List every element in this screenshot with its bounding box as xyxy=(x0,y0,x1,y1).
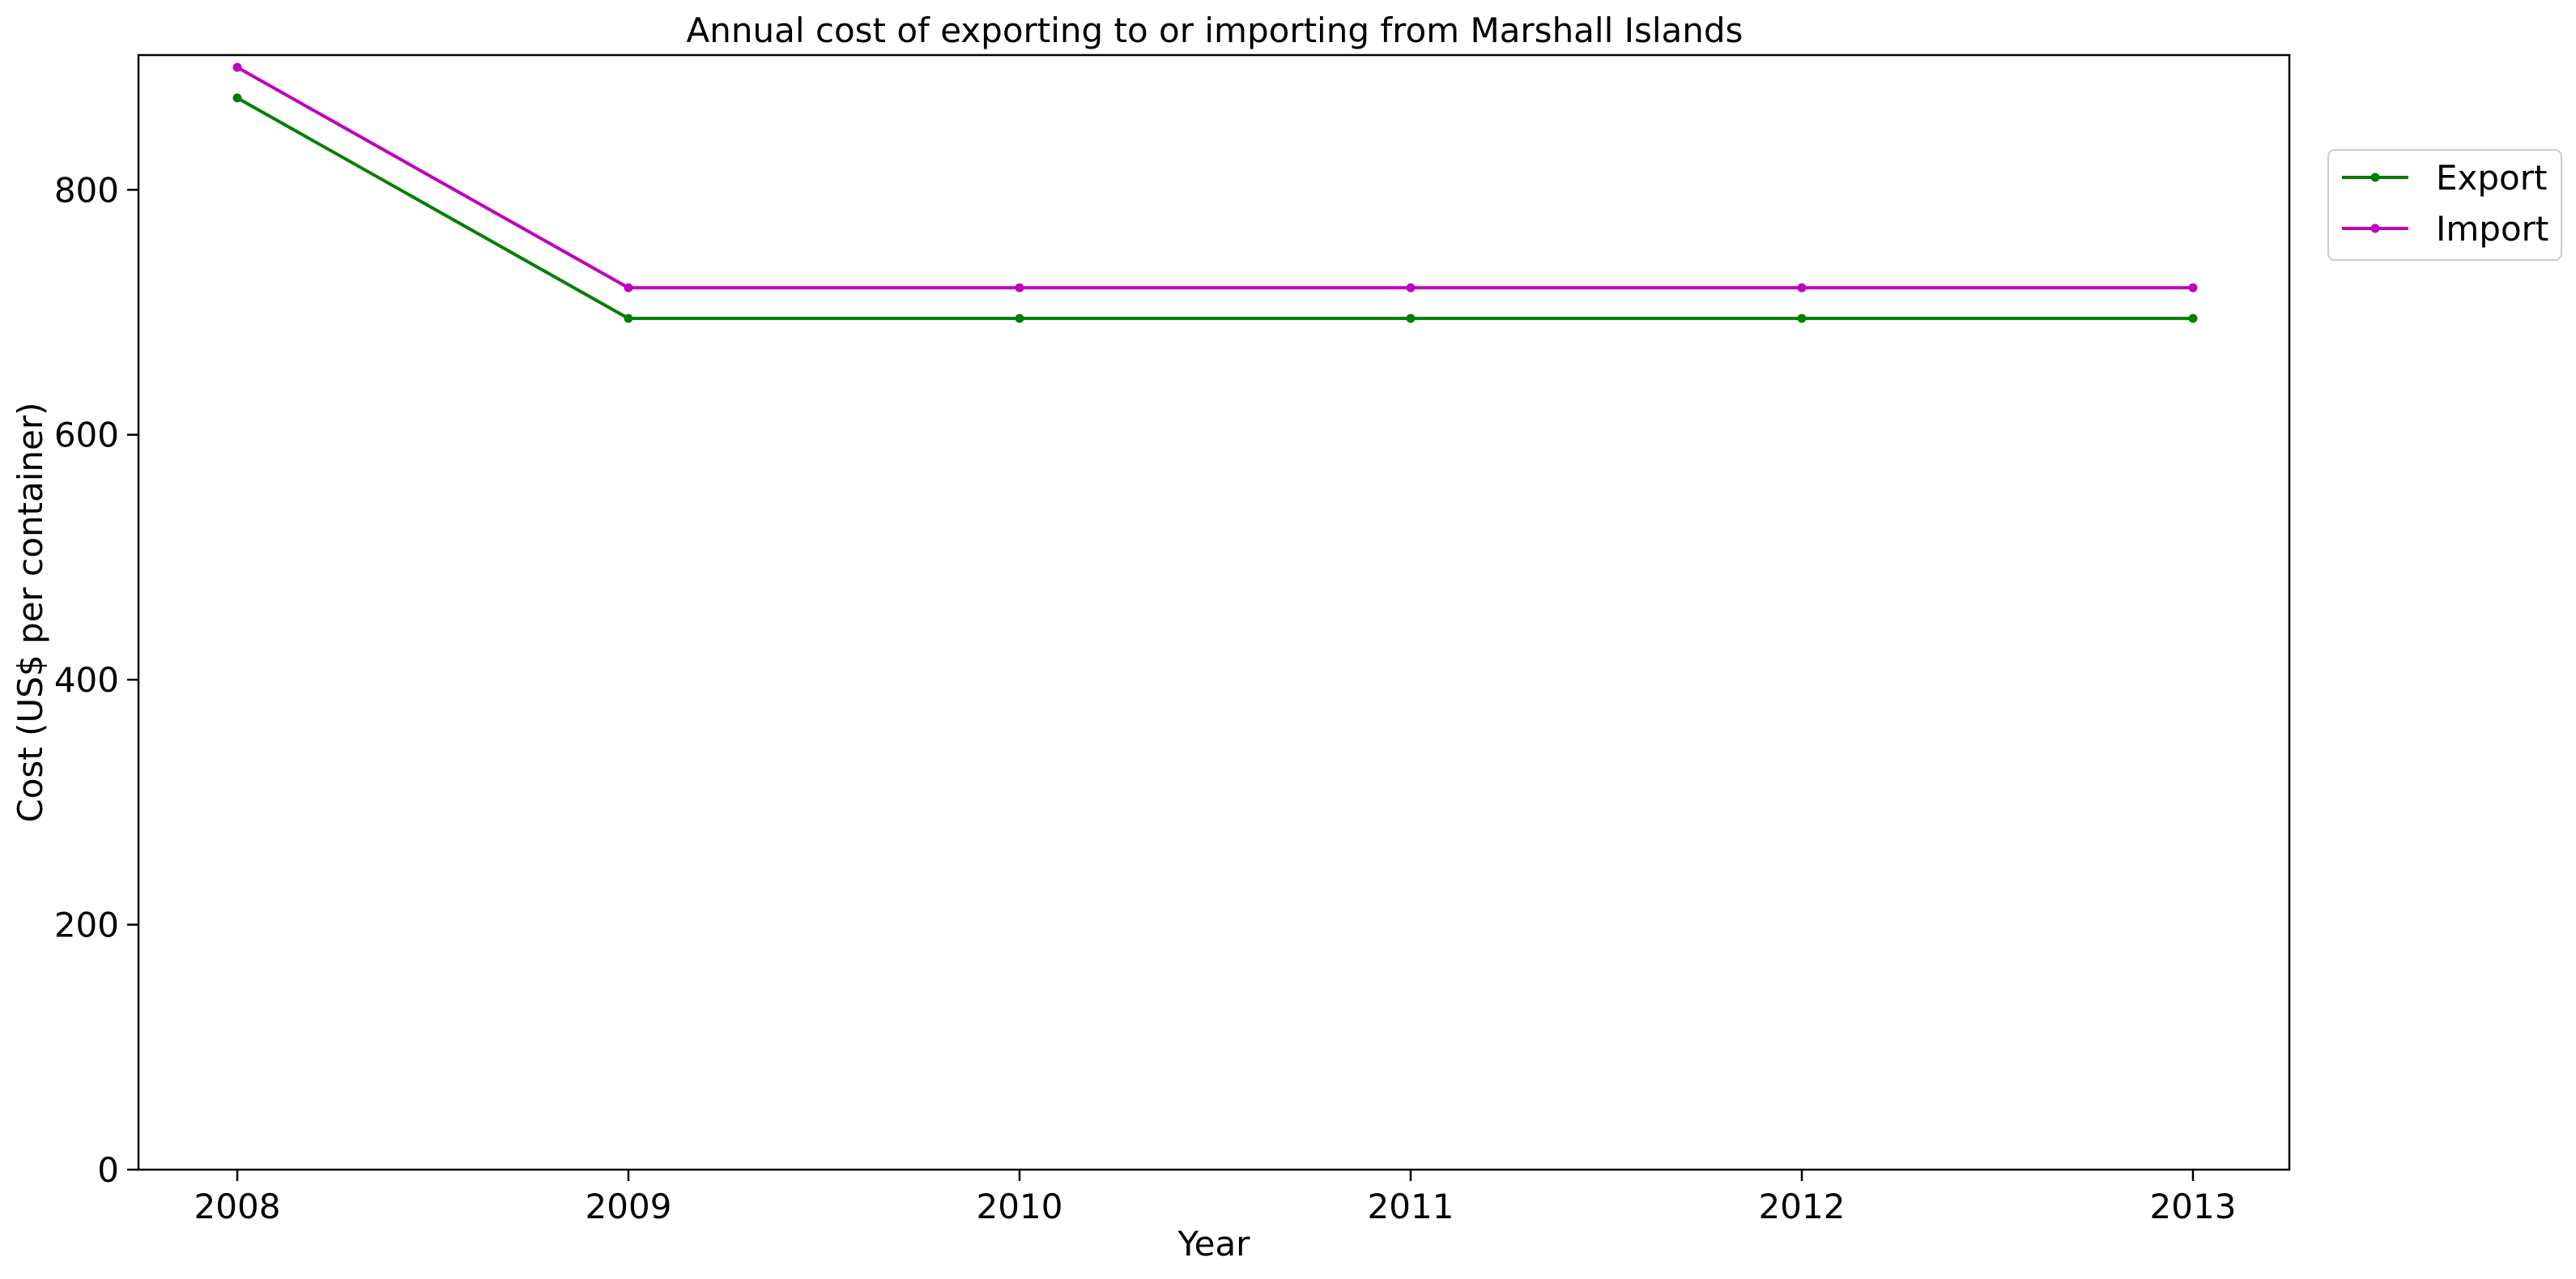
x-tick-label: 2011 xyxy=(1368,1187,1454,1226)
x-tick-label: 2012 xyxy=(1759,1187,1846,1226)
legend-label-import: Import xyxy=(2436,209,2548,249)
legend-marker-export xyxy=(2370,173,2380,182)
y-tick-label: 800 xyxy=(54,170,119,210)
y-tick-label: 600 xyxy=(54,416,119,455)
plot-area xyxy=(232,62,2198,323)
y-axis: 0 200 400 600 800 xyxy=(54,170,138,1190)
data-point-export xyxy=(2188,313,2198,323)
data-point-export xyxy=(624,313,633,323)
x-tick-label: 2008 xyxy=(194,1187,281,1226)
data-point-export xyxy=(1406,313,1416,323)
data-point-import xyxy=(2188,283,2198,292)
data-point-import xyxy=(624,283,633,292)
x-tick-label: 2013 xyxy=(2150,1187,2237,1226)
legend: Export Import xyxy=(2327,149,2562,261)
chart-title: Annual cost of exporting to or importing… xyxy=(687,11,1744,50)
x-axis-label: Year xyxy=(1177,1224,1251,1264)
legend-marker-import xyxy=(2370,224,2380,233)
x-tick-label: 2010 xyxy=(977,1187,1063,1226)
legend-label-export: Export xyxy=(2436,158,2547,198)
y-tick-label: 200 xyxy=(54,906,119,945)
data-point-export xyxy=(1015,313,1024,323)
data-point-import xyxy=(232,62,242,72)
series-line-export xyxy=(236,96,2193,321)
y-tick-label: 400 xyxy=(54,660,119,700)
series-line-import xyxy=(236,66,2193,290)
y-tick-label: 0 xyxy=(97,1150,119,1190)
x-axis: 2008 2009 2010 2011 2012 2013 xyxy=(194,1170,2237,1226)
data-point-export xyxy=(1797,313,1807,323)
plot-frame xyxy=(137,53,2291,1171)
y-axis-label: Cost (US$ per container) xyxy=(11,402,50,822)
data-point-import xyxy=(1015,283,1024,292)
data-point-import xyxy=(1797,283,1807,292)
data-point-export xyxy=(232,93,242,103)
x-tick-label: 2009 xyxy=(585,1187,672,1226)
data-point-import xyxy=(1406,283,1416,292)
